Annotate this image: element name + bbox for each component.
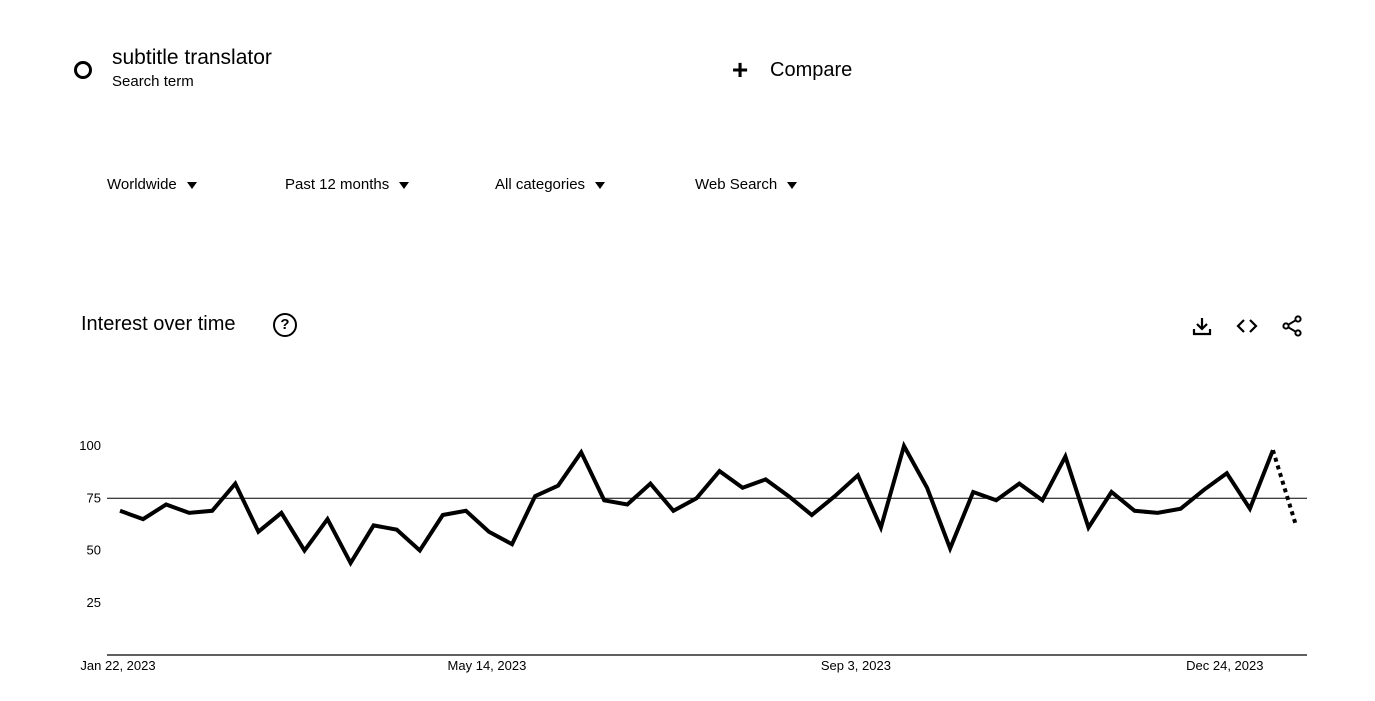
filter-location-label: Worldwide	[107, 176, 177, 193]
x-tick-label: Dec 24, 2023	[1186, 658, 1263, 673]
series-line-partial	[1270, 449, 1298, 526]
help-icon[interactable]: ?	[273, 313, 297, 337]
filter-search-type-label: Web Search	[695, 176, 778, 193]
x-tick-label: May 14, 2023	[448, 658, 527, 673]
term-subtitle: Search term	[112, 73, 194, 90]
data-point	[1295, 524, 1298, 527]
embed-icon[interactable]	[1235, 314, 1259, 338]
y-tick-label: 75	[87, 490, 101, 505]
plus-icon: +	[731, 54, 749, 85]
y-tick-label: 50	[87, 543, 101, 558]
series-line	[119, 440, 1275, 568]
filter-time-range[interactable]: Past 12 months	[285, 176, 410, 193]
filter-location[interactable]: Worldwide	[107, 176, 197, 193]
filter-category-label: All categories	[495, 176, 586, 193]
share-icon[interactable]	[1280, 314, 1304, 338]
term-title: subtitle translator	[112, 46, 272, 69]
download-icon[interactable]	[1190, 314, 1214, 338]
y-tick-label: 100	[79, 438, 101, 453]
y-tick-label: 25	[87, 595, 101, 610]
caret-down-icon	[186, 181, 197, 189]
compare-button[interactable]: + Compare	[728, 56, 852, 84]
search-term[interactable]: subtitle translator Search term	[74, 46, 272, 92]
term-color-dot-icon	[74, 61, 92, 79]
caret-down-icon	[399, 181, 410, 189]
x-tick-label: Sep 3, 2023	[821, 658, 891, 673]
filter-category[interactable]: All categories	[495, 176, 606, 193]
caret-down-icon	[595, 181, 606, 189]
compare-label: Compare	[770, 58, 853, 81]
section-title: Interest over time	[81, 313, 236, 335]
filter-time-range-label: Past 12 months	[285, 176, 390, 193]
caret-down-icon	[787, 181, 798, 189]
x-tick-label: Jan 22, 2023	[80, 658, 155, 673]
filter-search-type[interactable]: Web Search	[695, 176, 798, 193]
